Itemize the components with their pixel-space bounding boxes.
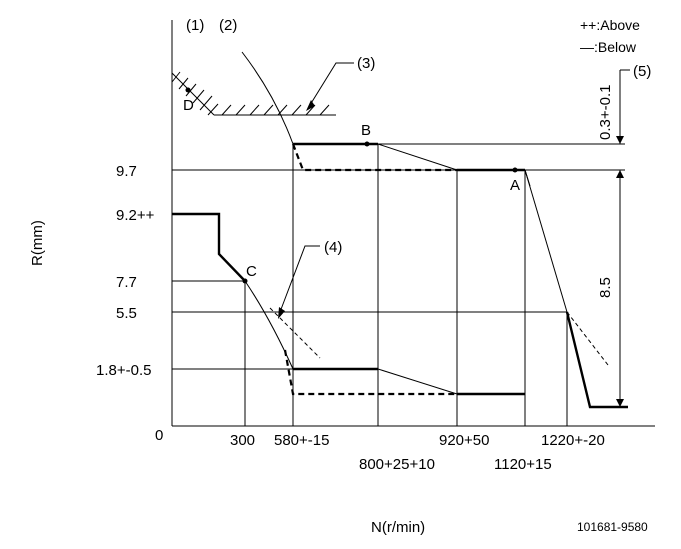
idle-slope: [377, 368, 458, 395]
point-D-label: D: [183, 97, 194, 114]
idle-curve: [244, 280, 294, 370]
idle-dashed-spread: [269, 307, 321, 359]
point-C-marker: [242, 278, 248, 284]
full-load-curve: [241, 51, 294, 145]
legend-above: ++:Above: [580, 17, 640, 33]
y-label-9-2: 9.2++: [116, 207, 155, 224]
x-label-580: 580+-15: [274, 432, 329, 449]
origin-label: 0: [155, 427, 163, 444]
callout-4-label: (4): [324, 239, 342, 256]
x-label-1220: 1220+-20: [541, 432, 605, 449]
gap-arrow: [616, 136, 624, 144]
point-A-marker: [512, 167, 518, 173]
callout-3-label: (3): [357, 55, 375, 72]
point-B-label: B: [361, 122, 371, 139]
x-label-300: 300: [230, 432, 255, 449]
cutoff-line-lower: [565, 311, 628, 409]
callout-1-label: (1): [186, 17, 204, 34]
y-axis-title: R(mm): [29, 220, 46, 266]
gap-dimension-label: 0.3+-0.1: [597, 85, 614, 140]
legend-below: —:Below: [580, 39, 637, 55]
callout4-leader: [279, 245, 320, 313]
stroke-dimension-label: 8.5: [597, 277, 614, 298]
callout3-arrow: [306, 100, 315, 111]
point-C-label: C: [246, 263, 257, 280]
x-label-920: 920+50: [439, 432, 489, 449]
cutoff-line-upper: [524, 169, 568, 313]
point-B-marker: [364, 141, 370, 147]
stroke-arrow-bottom: [616, 399, 624, 407]
point-D-marker: [185, 87, 191, 93]
cutoff-seg: [524, 169, 531, 187]
y-label-5-5: 5.5: [116, 305, 137, 322]
point-A-label: A: [510, 177, 520, 194]
lower-dashed-upper: [291, 143, 457, 172]
start-step: [172, 212, 246, 282]
y-label-7-7: 7.7: [116, 274, 137, 291]
callout-2-label: (2): [219, 17, 237, 34]
idle-dashed: [283, 349, 457, 396]
diagram-code: 101681-9580: [577, 520, 648, 534]
callout-5-label: (5): [633, 63, 651, 80]
callout4-arrow: [278, 307, 285, 319]
y-label-1-8: 1.8+-0.5: [96, 362, 151, 379]
x-label-800: 800+25+10: [359, 456, 435, 473]
stroke-arrow-top: [616, 170, 624, 178]
upper-curve-slope: [377, 143, 458, 171]
x-axis-title: N(r/min): [371, 519, 425, 536]
x-label-1120: 1120+15: [494, 456, 552, 473]
y-label-9-7: 9.7: [116, 163, 137, 180]
stopper-hatch: [171, 71, 336, 116]
callout3-leader: [309, 62, 354, 106]
